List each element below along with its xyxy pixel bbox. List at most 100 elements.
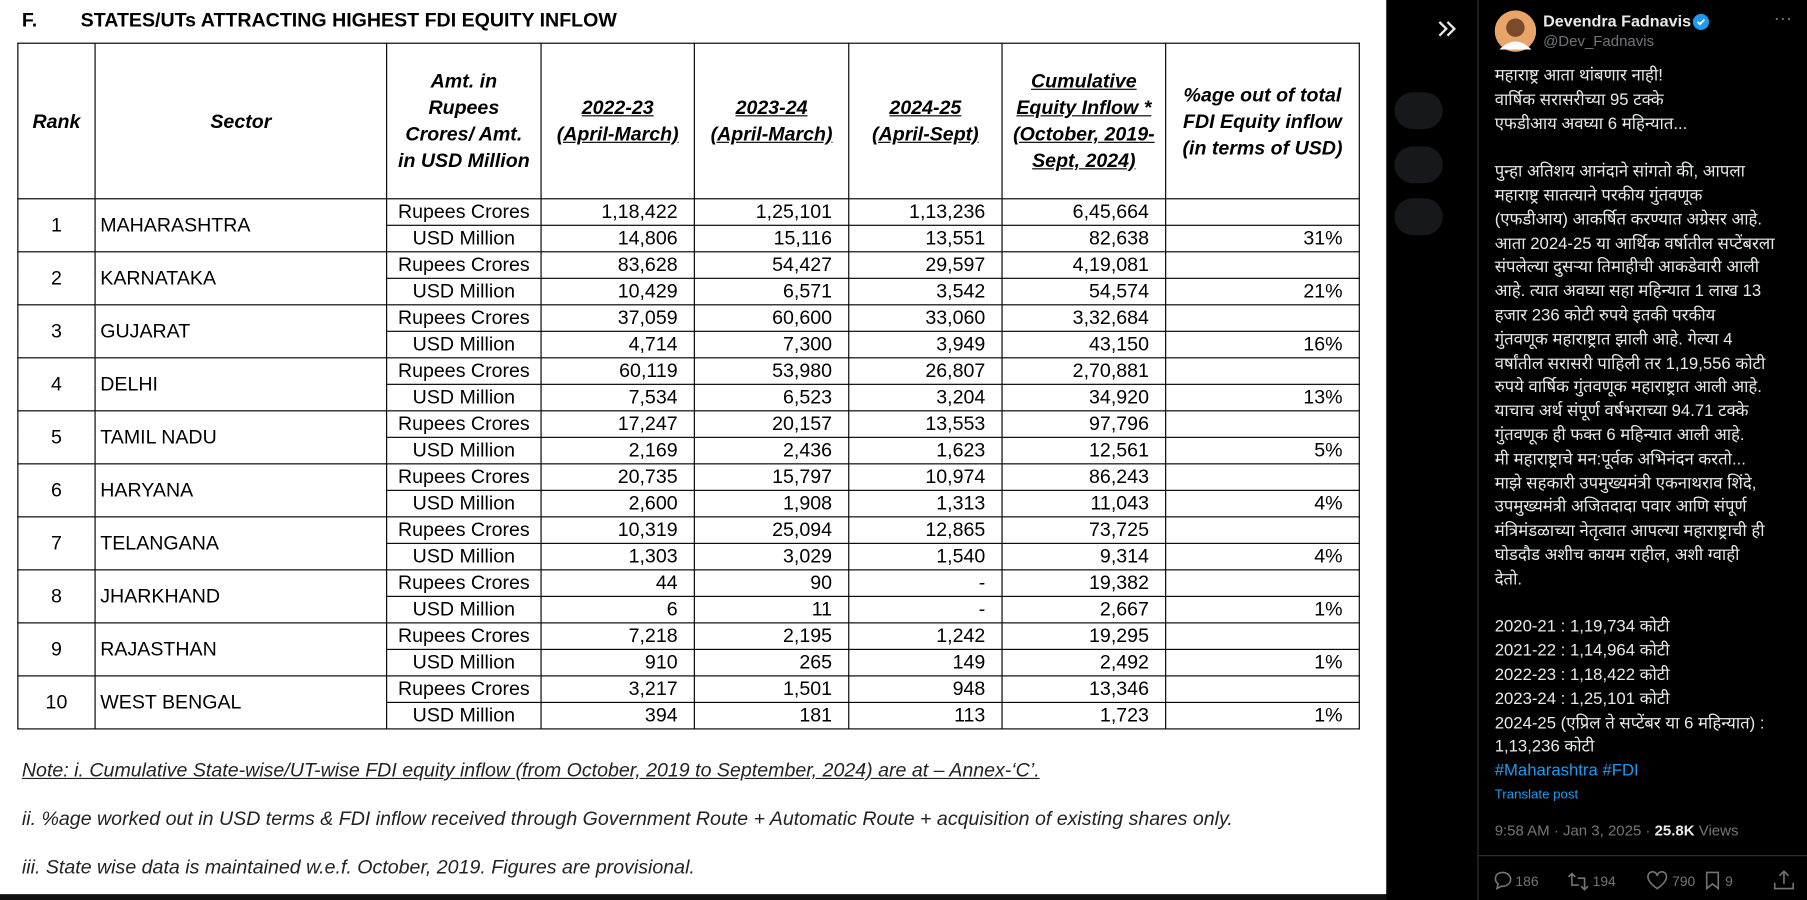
hashtag[interactable]: #FDI <box>1602 761 1639 781</box>
value-cell: 1,303 <box>540 542 695 571</box>
blurred-shape <box>1394 198 1443 236</box>
header-row: Rank Sector Amt. in Rupees Crores/ Amt. in US… <box>17 42 1360 200</box>
unit-cell: USD Million <box>386 330 542 359</box>
table-row: USD Million 4,714 7,300 3,949 43,150 16% <box>18 330 1360 359</box>
post-panel: Devendra Fadnavis @Dev_Fadnavis ··· महार… <box>1477 0 1807 900</box>
unit-cell: Rupees Crores <box>386 198 542 226</box>
sector-cell: KARNATAKA <box>94 251 388 306</box>
unit-cell: USD Million <box>386 648 542 677</box>
header-line: Amt. in <box>430 70 498 93</box>
hashtag[interactable]: #Maharashtra <box>1494 761 1598 781</box>
unit-cell: Rupees Crores <box>386 622 542 650</box>
text-line: महाराष्ट्र आता थांबणार नाही! <box>1494 66 1663 86</box>
post-body: महाराष्ट्र आता थांबणार नाही! वार्षिक सरास… <box>1495 65 1775 784</box>
sector-cell: RAJASTHAN <box>94 622 388 677</box>
views-label: Views <box>1694 821 1739 839</box>
value-cell: 43,150 <box>1001 330 1167 359</box>
text-line: याचाच अर्थ संपूर्ण वर्षभराच्या 94.71 टक्… <box>1494 402 1749 421</box>
text-line: 2024-25 (एप्रिल ते सप्टेंबर या 6 महिन्या… <box>1494 713 1765 733</box>
paragraph: 2020-21 : 1,19,734 कोटी 2021-22 : 1,14,96… <box>1495 616 1775 760</box>
unit-cell: Rupees Crores <box>386 304 542 332</box>
value-cell: 44 <box>540 569 695 597</box>
value-cell: 20,735 <box>540 463 695 491</box>
value-cell: 1,501 <box>693 675 850 703</box>
header-cell: 2023-24 (April-March) <box>693 42 850 200</box>
value-cell: 1,18,422 <box>540 198 695 226</box>
value-cell: 1,723 <box>1001 701 1167 730</box>
rank-cell: 9 <box>17 622 96 677</box>
fdi-table: Rank Sector Amt. in Rupees Crores/ Amt. in US… <box>17 42 1360 730</box>
value-cell: 113 <box>848 701 1003 730</box>
text-line: (एफडीआय) आकर्षित करण्यात अग्रेसर आहे. <box>1494 210 1763 230</box>
avatar[interactable] <box>1494 10 1537 52</box>
like-count[interactable]: 790 <box>1672 873 1696 890</box>
value-cell: 1,313 <box>848 489 1003 518</box>
value-cell: 10,974 <box>848 463 1003 491</box>
value-cell: 1,623 <box>848 436 1003 465</box>
header-line: in USD Million <box>397 149 530 172</box>
pct-cell: 4% <box>1165 542 1360 571</box>
pct-cell <box>1165 622 1360 650</box>
value-cell: 3,542 <box>848 277 1003 306</box>
value-cell: 6,523 <box>693 383 850 412</box>
text-line: रुपये वार्षिक गुंतवणूक महाराष्ट्रात आली … <box>1494 378 1762 397</box>
value-cell: 26,807 <box>848 357 1003 385</box>
value-cell: 19,295 <box>1001 622 1167 650</box>
header-cell: 2022-23 (April-March) <box>540 42 695 200</box>
table-row: USD Million 2,600 1,908 1,313 11,043 4% <box>18 489 1360 518</box>
table-row: 10 WEST BENGAL Rupees Crores 3,217 1,501 948 1… <box>17 675 1360 730</box>
header-line: (April-March) <box>556 123 679 146</box>
value-cell: 19,382 <box>1001 569 1167 597</box>
value-cell: 910 <box>540 648 695 677</box>
table-row: USD Million 14,806 15,116 13,551 82,638 31% <box>18 224 1360 253</box>
value-cell: 12,561 <box>1001 436 1167 465</box>
table-row: 8 JHARKHAND Rupees Crores 44 90-19,382 <box>17 569 1360 624</box>
pct-cell: 1% <box>1165 648 1360 677</box>
value-cell: 13,551 <box>848 224 1003 253</box>
text-line: गुंतवणूक ही फक्त 6 महिन्यात आली आहे. <box>1494 426 1745 445</box>
note: iii. State wise data is maintained w.e.f… <box>21 856 695 879</box>
value-cell: 3,217 <box>540 675 695 703</box>
header-cell: Sector <box>94 42 388 200</box>
pct-cell: 13% <box>1165 383 1360 412</box>
value-cell: 1,908 <box>693 489 850 518</box>
blurred-shape <box>1394 92 1443 130</box>
header-line: FDI Equity inflow <box>1183 110 1342 132</box>
value-cell: - <box>848 595 1003 624</box>
value-cell: 17,247 <box>540 410 695 438</box>
text-line: आता 2024-25 या आर्थिक वर्षातील सप्टेंबरल… <box>1494 234 1775 254</box>
translate-link[interactable]: Translate post <box>1494 788 1579 803</box>
value-cell: 13,553 <box>848 410 1003 438</box>
value-cell: 1,13,236 <box>848 198 1003 226</box>
expand-icon[interactable] <box>1386 0 1477 900</box>
reply-count[interactable]: 186 <box>1515 873 1539 890</box>
header-cell: 2024-25 (April-Sept) <box>848 42 1003 200</box>
unit-cell: Rupees Crores <box>386 569 542 597</box>
bookmark-count[interactable]: 9 <box>1725 873 1733 890</box>
author-name[interactable]: Devendra Fadnavis <box>1543 11 1692 30</box>
table-row: 6 HARYANA Rupees Crores 20,735 15,797 10,974 8… <box>17 463 1360 518</box>
side-strip <box>1386 0 1478 900</box>
value-cell: 10,319 <box>540 516 695 544</box>
pct-cell <box>1165 516 1360 544</box>
header-cell: Amt. in Rupees Crores/ Amt. in USD Million <box>386 42 542 200</box>
pct-cell <box>1165 569 1360 597</box>
header-cell: %age out of total FDI Equity inflow (in te… <box>1165 42 1360 200</box>
value-cell: 7,300 <box>693 330 850 359</box>
author-handle[interactable]: @Dev_Fadnavis <box>1543 32 1655 50</box>
text-line: 2021-22 : 1,14,964 कोटी <box>1494 642 1670 661</box>
value-cell: 83,628 <box>540 251 695 279</box>
header-line: (April-Sept) <box>872 123 979 146</box>
header-line: Rank <box>32 110 81 132</box>
more-menu[interactable]: ··· <box>1773 9 1792 29</box>
text-line: उपमुख्यमंत्री अजितदादा पवार आणि संपूर्ण <box>1494 498 1747 517</box>
pct-cell: 31% <box>1165 224 1360 253</box>
text-line: वर्षांतील सरासरी पाहिली तर 1,19,556 कोटी <box>1494 354 1766 373</box>
unit-cell: USD Million <box>386 383 542 412</box>
sector-cell: TELANGANA <box>94 516 388 571</box>
value-cell: 73,725 <box>1001 516 1167 544</box>
rank-cell: 7 <box>17 516 96 571</box>
value-cell: 60,600 <box>693 304 850 332</box>
repost-count[interactable]: 194 <box>1592 873 1616 890</box>
